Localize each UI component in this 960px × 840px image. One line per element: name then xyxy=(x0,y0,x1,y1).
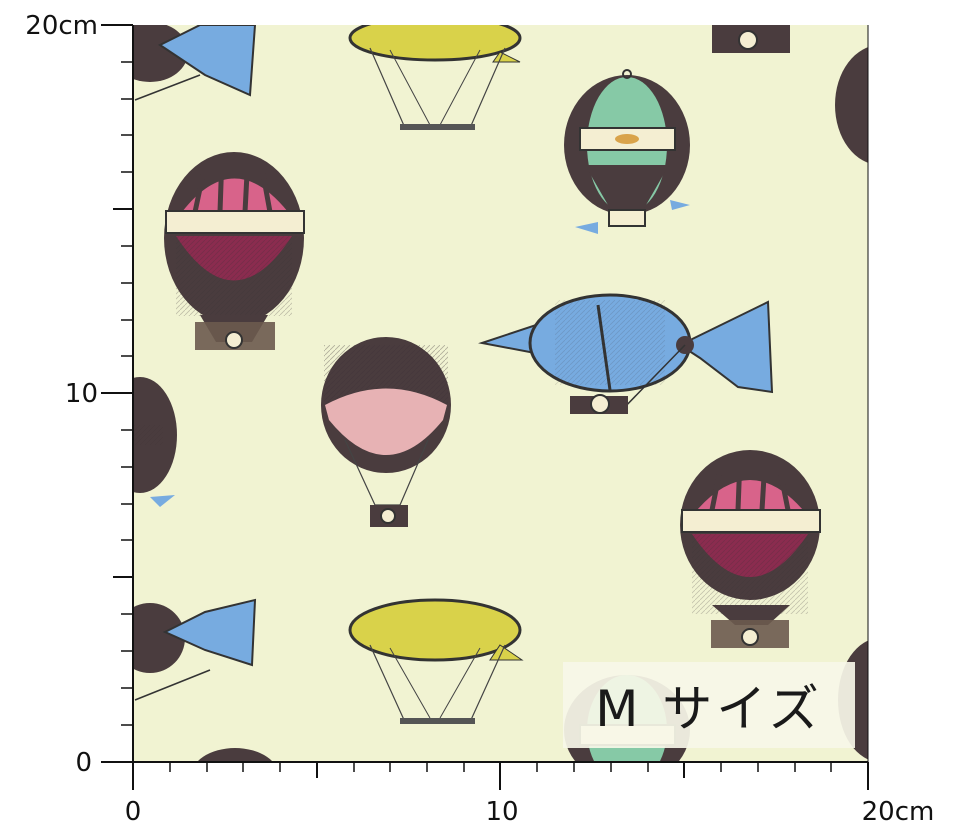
hot-air-balloon-icon xyxy=(564,69,690,234)
airship-icon xyxy=(133,25,257,101)
x-label-mid: 10 xyxy=(485,797,518,827)
y-label-mid: 10 xyxy=(65,379,98,409)
blimp-icon xyxy=(348,25,522,130)
size-badge-label: M サイズ xyxy=(595,680,823,738)
airship-icon xyxy=(133,598,257,701)
hot-air-balloon-icon xyxy=(835,47,868,163)
size-badge: M サイズ xyxy=(563,662,855,748)
hot-air-balloon-icon xyxy=(680,450,821,648)
hot-air-balloon-icon xyxy=(196,748,274,762)
hot-air-balloon-icon xyxy=(321,337,451,527)
y-label-bottom: 0 xyxy=(75,748,92,778)
x-ruler-minor-ticks xyxy=(169,762,832,772)
hot-air-balloon-icon xyxy=(133,377,177,507)
x-label-start: 0 xyxy=(125,797,142,827)
hot-air-balloon-icon xyxy=(164,152,305,350)
x-label-end: 20cm xyxy=(862,797,935,827)
airship-icon xyxy=(478,293,774,414)
y-label-top: 20cm xyxy=(25,11,98,41)
y-ruler-minor-ticks xyxy=(121,61,133,726)
blimp-icon xyxy=(348,598,524,724)
fabric-pattern xyxy=(133,25,868,762)
hot-air-balloon-icon xyxy=(712,25,790,53)
x-ruler xyxy=(132,25,869,790)
y-ruler xyxy=(101,24,134,763)
